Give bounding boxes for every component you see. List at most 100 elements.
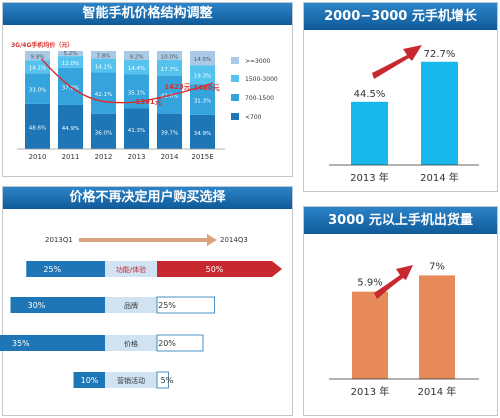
stack-segment [58,56,83,68]
segment-label: 5.2% [64,51,78,57]
stack-segment [91,72,116,114]
segment-label: 19.3% [194,74,211,80]
segment-label: 14.1% [95,65,112,71]
category-label: 营销活动 [117,376,145,385]
segment-label: 9.2% [130,55,144,61]
segment-label: 35.1% [128,90,145,96]
segment-label: 36.0% [95,130,112,136]
line-point-label: 1480元 [193,84,219,92]
stack-segment [91,51,116,59]
line-series-label: 3G/4G手机均价（元） [11,41,73,49]
left-bar [10,297,105,313]
growth-value-label: 72.7% [424,49,456,60]
legend-label: >=3000 [245,58,271,65]
shipments-chart: 5.9% 2013 年 7% 2014 年 [329,261,479,398]
legend-label: 700-1500 [245,95,274,102]
shipments-panel: 3000 元以上手机出货量 5.9% 2013 年 7% 2014 年 [303,206,498,416]
line-point-label: 1361元 [135,98,161,106]
shipment-arrow-icon [374,265,413,299]
right-bar-label: 25% [158,301,176,310]
stack-segment [91,58,116,73]
legend-label: 1500-3000 [245,76,278,83]
x-tick-label: 2012 [95,153,113,161]
price-structure-panel: 智能手机价格结构调整 48.6% 33.0% 14.1% 9.9% 2010 44.9% 3… [2,2,293,177]
stack-segment [124,51,149,61]
growth-bar [421,61,458,165]
growth-panel: 2000−3000 元手机增长 44.5% 2013 年 72.7% 2014 年 [303,2,498,192]
right-bar-label: 50% [206,265,224,274]
shipment-value-label: 5.9% [357,278,382,289]
segment-label: 14.5% [194,57,211,63]
growth-value-label: 44.5% [354,89,386,100]
stack-segment [25,60,50,74]
stack-segment [190,114,215,149]
stack-segment [157,51,182,60]
stack-segment [58,51,83,57]
segment-label: 42.6% [161,94,178,100]
left-bar [26,261,105,277]
growth-title: 2000−3000 元手机增长 [304,3,497,30]
shipment-bar [352,291,388,379]
segment-label: 10.0% [161,54,178,60]
shipment-value-label: 7% [429,261,445,272]
right-bar-label: 5% [161,376,174,385]
right-bar [157,261,282,277]
stack-segment [157,75,182,114]
right-bar [156,371,169,389]
segment-label: 48.6% [29,125,46,131]
stack-segment [25,51,50,61]
segment-label: 42.1% [95,92,112,98]
legend-swatch [231,57,239,64]
right-bar-label: 20% [158,339,176,348]
category-cell [105,372,157,388]
growth-bar [351,101,388,165]
purchase-factors-chart: 2013Q1 2014Q3 25% 功能/体验 50% 30% 品牌 25% 35% 价格 20% 1… [0,234,282,389]
growth-arrow-icon [372,45,422,79]
legend-swatch [231,94,239,101]
legend-swatch [231,75,239,82]
segment-label: 33.0% [29,88,46,94]
category-label: 功能/体验 [116,265,146,274]
legend-swatch [231,113,239,120]
right-bar [156,334,204,352]
stack-segment [91,113,116,149]
right-bar [156,296,215,314]
stack-segment [25,103,50,149]
segment-label: 41.3% [128,128,145,134]
timeline-arrow-band [79,238,207,242]
to-label: 2014Q3 [220,236,248,244]
purchase-factors-panel: 价格不再决定用户购买选择 2013Q1 2014Q3 25% 功能/体验 50% 30% 品… [0,186,293,416]
stack-segment [157,113,182,149]
stack-segment [124,108,149,149]
average-price-line [40,58,214,104]
category-cell [105,261,157,277]
legend-label: <700 [245,114,262,121]
left-bar-label: 25% [43,265,61,274]
segment-label: 17.7% [161,67,178,73]
x-tick-label: 2010 [29,153,47,161]
left-bar [73,372,105,388]
segment-label: 9.9% [31,55,45,61]
left-bar-label: 10% [81,376,99,385]
category-cell [105,335,157,351]
stack-segment [190,65,215,85]
category-label: 价格 [124,339,138,348]
price-structure-chart: 48.6% 33.0% 14.1% 9.9% 2010 44.9% 37.8% 12.0% 5.… [11,41,278,161]
stack-segment [157,59,182,76]
stack-segment [124,60,149,75]
segment-label: 37.8% [62,85,79,91]
stack-segment [25,73,50,104]
from-label: 2013Q1 [45,236,73,244]
left-bar-label: 35% [12,339,30,348]
segment-label: 31.3% [194,98,211,104]
segment-label: 34.9% [194,131,211,137]
segment-label: 39.7% [161,130,178,136]
category-cell [105,297,157,313]
shipment-bar [419,275,455,379]
left-bar [0,335,105,351]
x-tick-label: 2011 [62,153,80,161]
segment-label: 44.9% [62,126,79,132]
stack-segment [190,51,215,66]
shipments-title: 3000 元以上手机出货量 [304,207,497,234]
purchase-factors-title: 价格不再决定用户购买选择 [3,187,292,209]
